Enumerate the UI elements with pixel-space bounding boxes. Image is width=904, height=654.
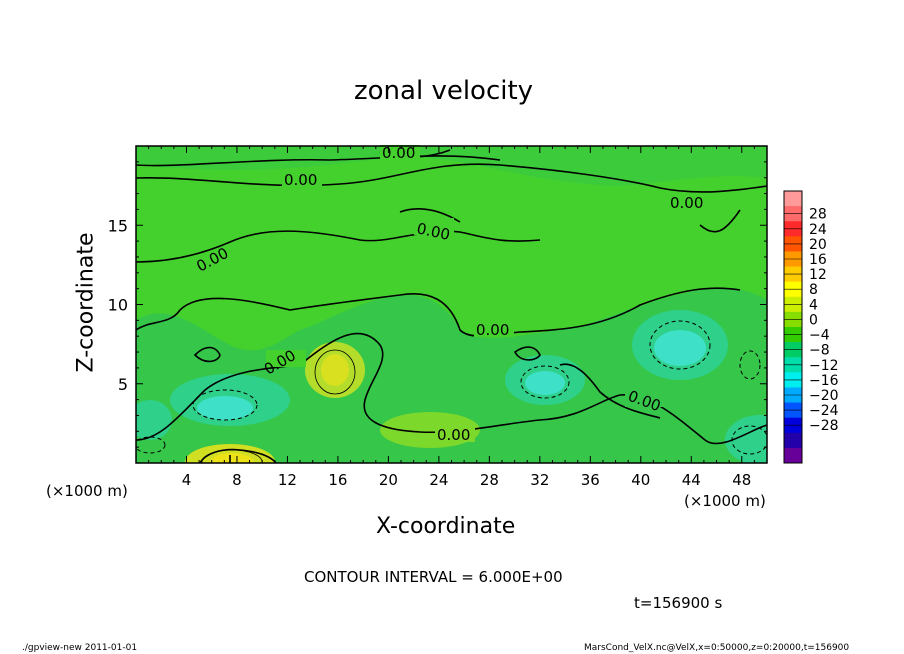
x-tick-label: 40 <box>631 471 650 489</box>
x-tick-label: 32 <box>530 471 549 489</box>
colorbar-swatch <box>784 432 802 449</box>
colorbar-label: −8 <box>809 343 830 359</box>
colorbar-label: 8 <box>809 282 818 298</box>
y-axis: 5 10 15 <box>108 161 767 448</box>
colorbar-label: 0 <box>809 312 818 328</box>
x-tick-label: 44 <box>682 471 701 489</box>
colorbar-label: 12 <box>809 267 827 283</box>
colorbar-label: −12 <box>809 358 839 374</box>
x-tick-label: 28 <box>480 471 499 489</box>
contour-label: 0.00 <box>382 144 415 162</box>
colorbar-label: −16 <box>809 373 839 389</box>
color-fill-layer <box>136 146 767 463</box>
contour-interval: CONTOUR INTERVAL = 6.000E+00 <box>304 568 563 586</box>
contour-label: 0.00 <box>670 194 703 212</box>
colorbar-label: −24 <box>809 403 839 419</box>
x-tick-label: 8 <box>232 471 242 489</box>
negative-contours <box>136 320 767 455</box>
colorbar-label: 4 <box>809 297 818 313</box>
contour-label: 0.00 <box>284 171 317 189</box>
y-tick-label: 15 <box>108 216 128 235</box>
colorbar-label: −4 <box>809 328 830 344</box>
contour-label: 0.00 <box>476 321 509 339</box>
y-tick-label: 5 <box>118 375 128 394</box>
x-tick-label: 36 <box>581 471 600 489</box>
x-tick-label: 16 <box>328 471 347 489</box>
contour-label: 0.00 <box>437 426 470 444</box>
colorbar-label: 16 <box>809 252 827 268</box>
x-tick-label: 4 <box>182 471 192 489</box>
x-tick-label: 24 <box>429 471 448 489</box>
time-label: t=156900 s <box>634 594 723 612</box>
colorbar-frame <box>783 190 803 464</box>
chart-title: zonal velocity <box>354 76 534 106</box>
x-axis-unit: (×1000 m) <box>684 492 766 510</box>
y-axis-label: Z-coordinate <box>73 232 99 373</box>
colorbar-label: 24 <box>809 222 827 238</box>
x-axis-label: X-coordinate <box>376 514 516 539</box>
y-tick-label: 10 <box>108 296 128 315</box>
colorbar-label: 28 <box>809 207 827 223</box>
y-axis-unit: (×1000 m) <box>46 482 128 500</box>
footer-right: MarsCond_VelX.nc@VelX,x=0:50000,z=0:2000… <box>584 643 850 653</box>
colorbar-label: −28 <box>809 418 839 434</box>
x-tick-label: 12 <box>278 471 297 489</box>
colorbar-swatch <box>784 447 802 464</box>
footer-left: ./gpview-new 2011-01-01 <box>22 643 138 653</box>
colorbar-label: −20 <box>809 388 839 404</box>
colorbar-label: 20 <box>809 237 827 253</box>
x-axis: 4 8 12 16 20 24 28 32 36 40 44 48 <box>148 146 755 489</box>
x-tick-label: 48 <box>732 471 751 489</box>
x-tick-label: 20 <box>379 471 398 489</box>
colorbar-swatch <box>784 191 802 207</box>
